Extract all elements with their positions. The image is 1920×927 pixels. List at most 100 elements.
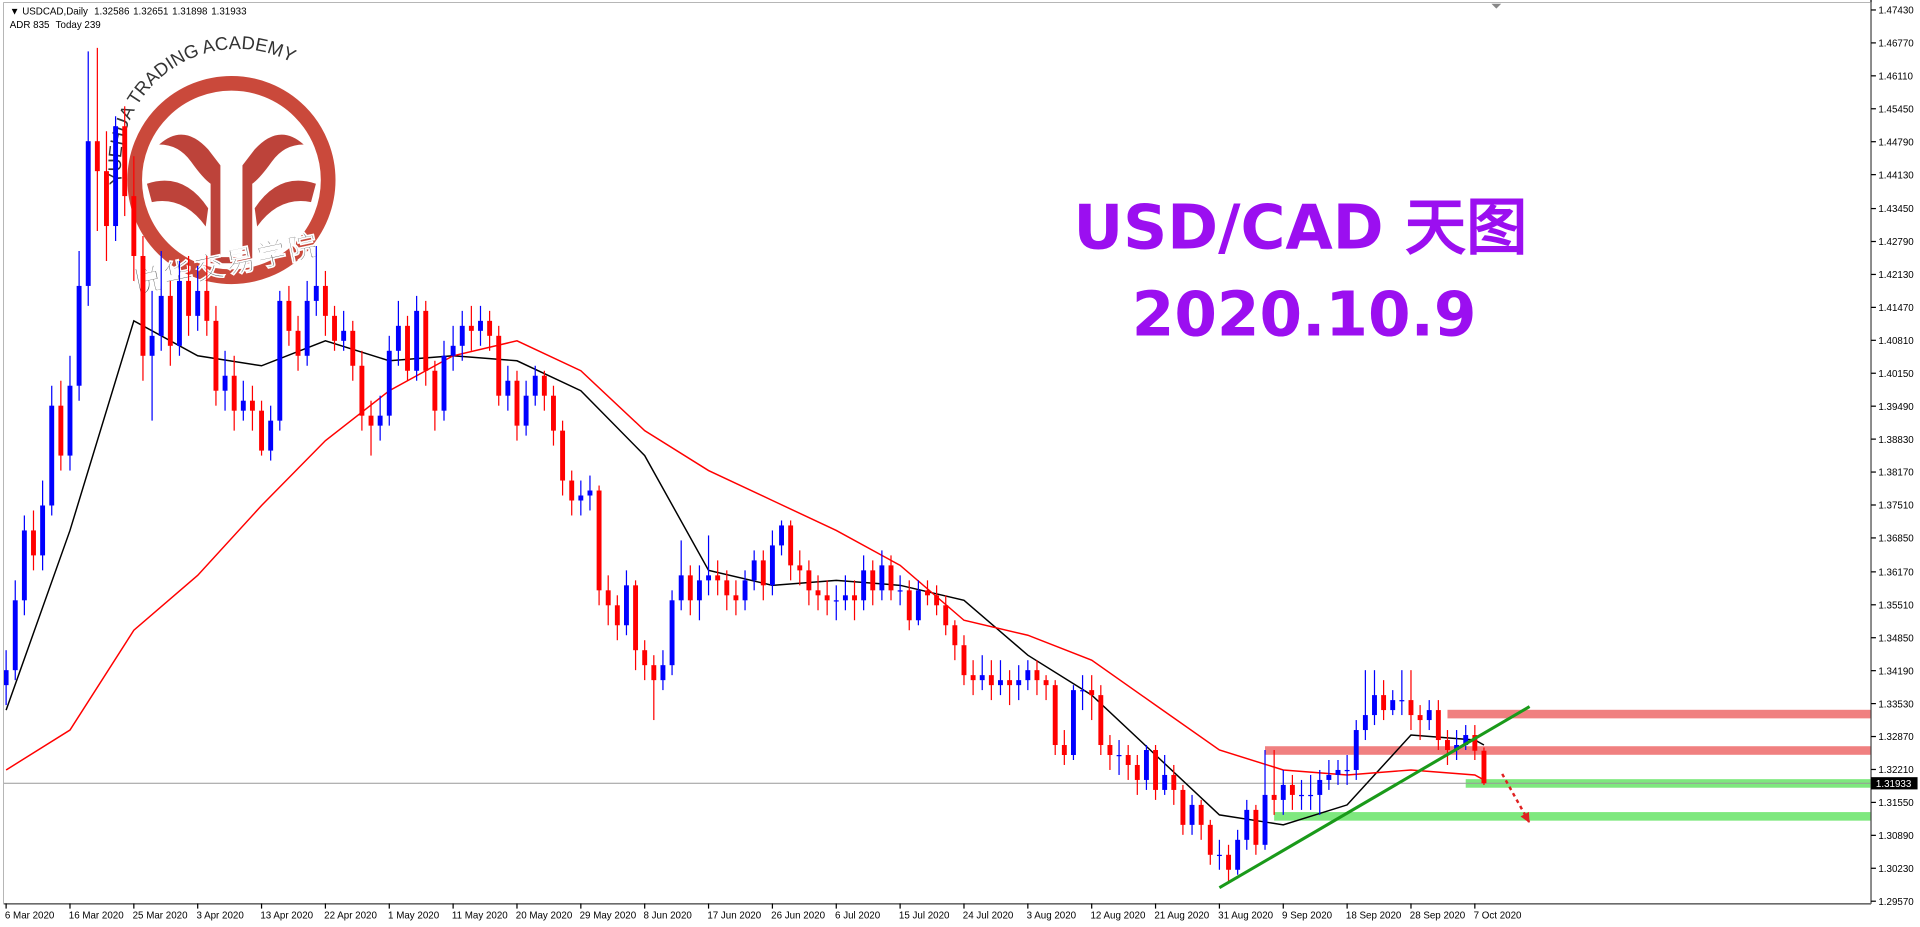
- current-price-label: 1.31933: [1876, 779, 1912, 790]
- candle-body: [131, 196, 137, 256]
- candle-body: [268, 420, 274, 451]
- candle-body: [405, 325, 410, 371]
- candle-body: [377, 415, 383, 426]
- y-tick-label: 1.40810: [1878, 336, 1914, 347]
- y-tick-label: 1.31550: [1878, 798, 1914, 809]
- x-tick-label: 16 Mar 2020: [69, 910, 124, 921]
- candle-body: [432, 370, 438, 411]
- candle-body: [58, 405, 64, 456]
- y-tick-label: 1.46770: [1878, 39, 1914, 50]
- candle-body: [1016, 680, 1022, 686]
- candle-body: [313, 285, 319, 301]
- candle-body: [879, 565, 885, 591]
- candle-body: [1417, 715, 1423, 721]
- header-symbol: USDCAD,Daily: [22, 7, 88, 18]
- candle-body: [1007, 680, 1013, 686]
- x-tick-label: 24 Jul 2020: [963, 910, 1014, 921]
- x-tick-label: 3 Aug 2020: [1027, 910, 1077, 921]
- x-tick-label: 22 Apr 2020: [324, 910, 377, 921]
- candle-body: [12, 600, 18, 671]
- candle-body: [31, 530, 36, 556]
- candle-body: [742, 580, 748, 601]
- candle-body: [1426, 710, 1432, 721]
- candle-body: [1381, 695, 1387, 711]
- candle-body: [842, 595, 848, 601]
- zone: [1265, 746, 1872, 755]
- candle-body: [441, 355, 447, 411]
- y-tick-label: 1.30890: [1878, 831, 1914, 842]
- candle-body: [852, 595, 857, 601]
- candle-body: [706, 575, 711, 581]
- candle-body: [541, 375, 547, 396]
- candle-body: [49, 405, 55, 506]
- candle-body: [1025, 670, 1031, 681]
- candle-body: [715, 575, 721, 581]
- candle-body: [259, 410, 264, 451]
- candle-body: [368, 415, 374, 426]
- candle-body: [1299, 794, 1304, 797]
- candle-body: [824, 595, 830, 601]
- candle-body: [195, 290, 201, 316]
- candle-body: [222, 375, 228, 391]
- x-tick-label: 11 May 2020: [452, 910, 508, 921]
- candle-body: [213, 320, 219, 391]
- candle-body: [861, 570, 867, 601]
- candle-body: [1262, 794, 1268, 845]
- x-tick-label: 15 Jul 2020: [899, 910, 950, 921]
- candle-body: [523, 395, 529, 426]
- candle-body: [1317, 779, 1323, 795]
- x-tick-label: 13 Apr 2020: [260, 910, 313, 921]
- candle-body: [1435, 710, 1441, 741]
- candle-body: [1189, 804, 1195, 825]
- candle-body: [1153, 750, 1158, 790]
- candle-body: [1372, 695, 1377, 716]
- candle-body: [514, 380, 520, 426]
- candle-body: [569, 480, 575, 501]
- x-tick-label: 25 Mar 2020: [133, 910, 188, 921]
- candle-body: [204, 290, 210, 321]
- candle-body: [779, 525, 784, 546]
- candle-body: [1080, 690, 1086, 692]
- y-tick-label: 1.34190: [1878, 666, 1914, 677]
- candle-body: [551, 395, 556, 431]
- candle-body: [1244, 809, 1250, 840]
- candle-body: [614, 605, 620, 626]
- candle-body: [888, 565, 894, 591]
- candle-body: [578, 495, 584, 501]
- candle-body: [1089, 690, 1095, 696]
- candle-body: [970, 675, 976, 681]
- candle-body: [532, 375, 538, 396]
- y-tick-label: 1.38830: [1878, 435, 1914, 446]
- candle-body: [678, 575, 684, 601]
- candle-body: [669, 600, 675, 666]
- zone: [1274, 812, 1872, 821]
- current-price-box: [1871, 777, 1918, 790]
- candle-body: [1034, 670, 1040, 681]
- candle-body: [167, 295, 173, 346]
- candle-body: [94, 141, 100, 172]
- x-tick-label: 1 May 2020: [388, 910, 440, 921]
- candle-body: [104, 171, 109, 227]
- y-tick-label: 1.37510: [1878, 501, 1914, 512]
- candle-body: [359, 365, 365, 416]
- y-tick-label: 1.42130: [1878, 270, 1914, 281]
- header-adr: ADR 835: [10, 20, 50, 31]
- x-tick-label: 6 Mar 2020: [5, 910, 55, 921]
- candle-body: [1253, 809, 1259, 845]
- x-tick-label: 8 Jun 2020: [643, 910, 692, 921]
- y-tick-label: 1.44790: [1878, 137, 1914, 148]
- candle-body: [769, 545, 775, 586]
- candle-body: [1171, 774, 1177, 790]
- candle-body: [1445, 740, 1450, 751]
- candle-body: [633, 585, 639, 651]
- candle-body: [140, 255, 146, 356]
- logo-ring: [127, 75, 336, 285]
- candle-body: [149, 335, 155, 356]
- candle-body: [934, 595, 940, 606]
- candle-body: [1472, 735, 1478, 751]
- candle-body: [1463, 735, 1469, 746]
- candle-body: [797, 565, 803, 571]
- candle-body: [158, 295, 164, 336]
- candle-body: [177, 280, 182, 346]
